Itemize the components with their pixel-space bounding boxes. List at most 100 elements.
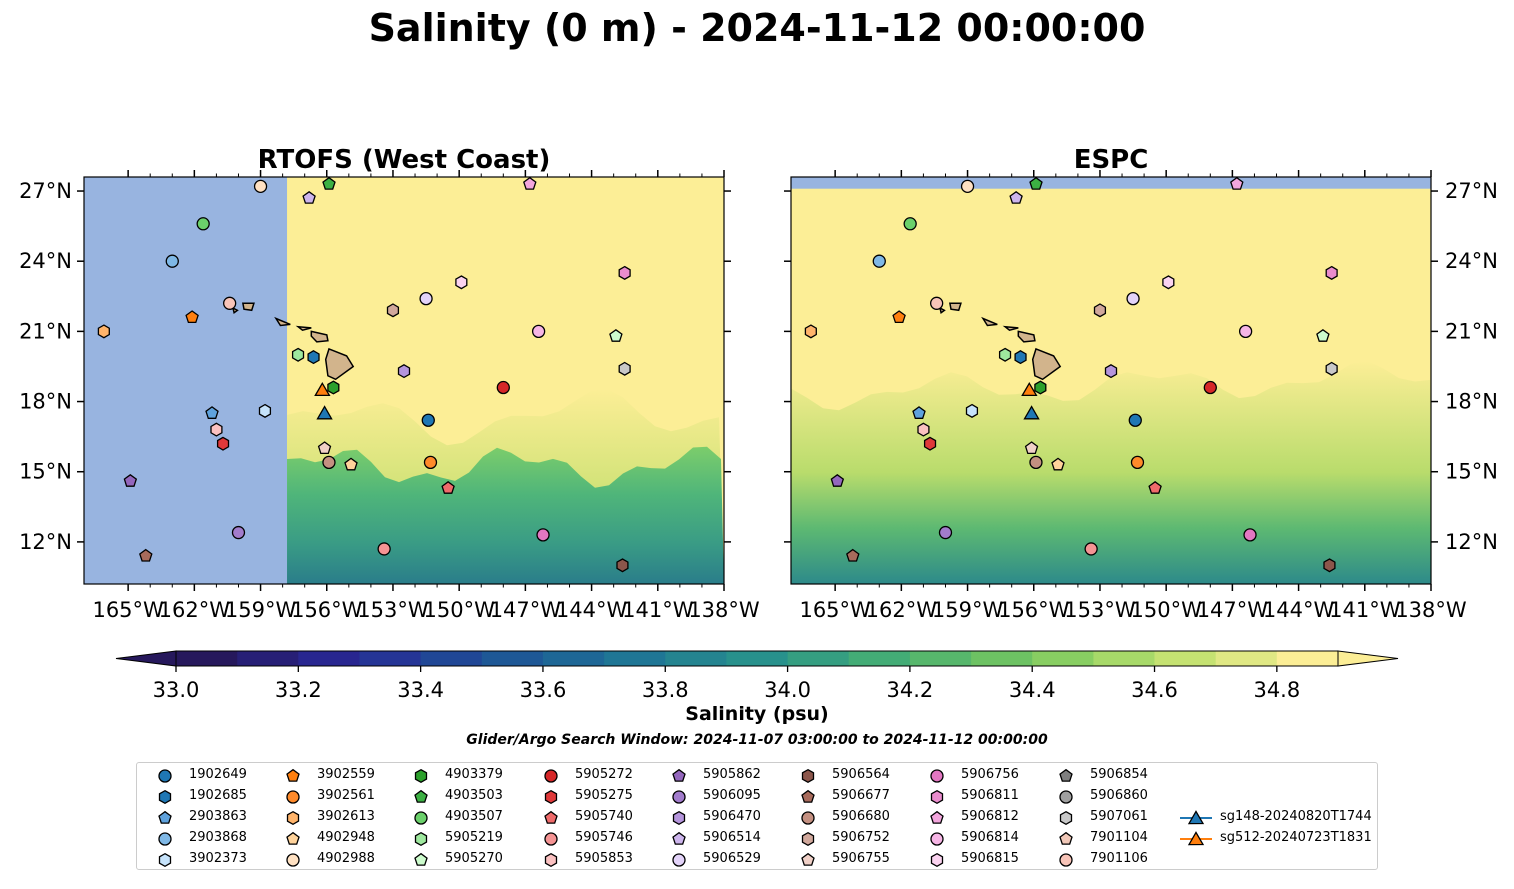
legend-label: 5905270 (445, 851, 503, 866)
marker-espc-3902613 (804, 324, 817, 339)
marker-rtofs-4903379 (327, 380, 340, 395)
marker-espc-5905746 (1084, 542, 1098, 556)
legend-marker-4903507 (414, 811, 428, 825)
colorbar-segment (971, 651, 1033, 666)
legend-label: 5906815 (961, 851, 1019, 866)
legend-marker-5905740 (544, 810, 558, 824)
legend-label: 2903863 (189, 809, 247, 824)
marker-espc-5905219 (998, 347, 1012, 362)
legend-marker-5906814 (930, 832, 944, 846)
legend-label: 5906564 (832, 767, 890, 782)
legend-marker-3902613 (286, 810, 300, 826)
espc-y-tick-label: 18°N (1445, 390, 1498, 414)
legend-marker-2903863 (158, 810, 172, 824)
legend-label: 5905219 (445, 830, 503, 845)
legend-item-4902988: 4902988 (273, 849, 473, 869)
legend-item-5906812: 5906812 (917, 807, 1117, 827)
espc-y-tick-label: 12°N (1445, 530, 1498, 554)
legend-marker-sg512-20240723T1831 (1187, 831, 1205, 846)
marker-espc-5907061 (1325, 361, 1338, 376)
legend-label: 5906812 (961, 809, 1019, 824)
rtofs-x-tick-label: 165°W (92, 598, 164, 622)
espc-map-panel: 165°W162°W159°W156°W153°W150°W147°W144°W… (784, 170, 1498, 622)
rtofs-map-panel: 165°W162°W159°W156°W153°W150°W147°W144°W… (19, 170, 760, 622)
island-5 (231, 306, 239, 314)
legend-marker-5906529 (672, 853, 686, 867)
search-window-text: Glider/Argo Search Window: 2024-11-07 03… (466, 732, 1048, 748)
legend-item-4903379: 4903379 (401, 765, 601, 785)
marker-espc-3902373 (965, 403, 979, 418)
marker-rtofs-5906812 (523, 177, 537, 190)
colorbar-segment (665, 651, 728, 666)
legend-item-3902373: 3902373 (145, 849, 345, 869)
marker-espc-5906812 (1230, 177, 1244, 190)
marker-rtofs-5906677 (139, 548, 153, 562)
marker-espc-5906680 (1029, 455, 1043, 470)
marker-rtofs-5905272 (496, 380, 510, 395)
marker-espc-sg148-20240820T1744 (1023, 405, 1040, 420)
legend-marker-4902988 (286, 853, 300, 867)
colorbar-tick-label: 33.8 (642, 678, 689, 702)
colorbar-segment (542, 651, 605, 666)
island-4 (241, 302, 255, 312)
legend-item-5905746: 5905746 (531, 828, 731, 848)
legend-item-4903507: 4903507 (401, 807, 601, 827)
figure-canvas: 165°W162°W159°W156°W153°W150°W147°W144°W… (19, 145, 1498, 702)
marker-rtofs-3902613 (97, 324, 110, 339)
legend-label: 5906529 (703, 851, 761, 866)
rtofs-x-tick-label: 153°W (357, 598, 429, 622)
legend-marker-5906680 (801, 811, 815, 825)
legend-marker-5905270 (414, 852, 428, 866)
marker-rtofs-5907061 (618, 361, 631, 376)
colorbar-segment (1215, 651, 1278, 666)
legend-marker-5905219 (414, 831, 428, 847)
marker-espc-5906095 (938, 525, 953, 540)
legend-label: 5906755 (832, 851, 890, 866)
legend-item-5905853: 5905853 (531, 849, 731, 869)
espc-x-tick-label: 162°W (866, 598, 938, 622)
legend-label: 5906752 (832, 830, 890, 845)
legend-item-3902561: 3902561 (273, 786, 473, 806)
rtofs-x-tick-label: 141°W (622, 598, 694, 622)
legend-marker-5905272 (544, 769, 558, 783)
colorbar-segment (420, 651, 483, 666)
legend-marker-5905275 (544, 789, 558, 805)
marker-espc-7901106 (930, 296, 944, 310)
legend-label: 7901104 (1090, 830, 1148, 845)
island-2 (295, 325, 312, 332)
colorbar: 33.0 33.2 33.4 33.6 33.8 34.0 34.2 34.4 34.6 34.8 (115, 650, 1399, 702)
marker-espc-sg512-20240723T1831 (1021, 382, 1038, 397)
island-2 (1002, 325, 1019, 332)
marker-rtofs-5906529 (419, 291, 433, 306)
espc-frame (790, 176, 1432, 585)
legend-label: 4903503 (445, 788, 503, 803)
colorbar-extend-min (115, 650, 177, 667)
colorbar-segment (359, 651, 422, 666)
legend-marker-5905746 (544, 832, 558, 846)
legend-item-5905275: 5905275 (531, 786, 731, 806)
legend-item-2903863: 2903863 (145, 807, 345, 827)
colorbar-tick-label: 34.2 (887, 678, 934, 702)
legend-label: 5905272 (575, 767, 633, 782)
marker-rtofs-5906514 (302, 191, 316, 204)
legend-label: 4902948 (317, 830, 375, 845)
legend-label: 5906514 (703, 830, 761, 845)
legend-marker-7901104 (1059, 831, 1073, 845)
legend-marker-4903503 (414, 789, 428, 803)
marker-espc-5906514 (1009, 191, 1023, 204)
legend-label: 5905746 (575, 830, 633, 845)
colorbar-tick-label: 33.2 (275, 678, 322, 702)
marker-espc-5906529 (1126, 291, 1140, 306)
marker-rtofs-5906095 (231, 525, 246, 540)
marker-espc-3902559 (892, 310, 906, 324)
espc-x-tick-label: 144°W (1263, 598, 1335, 622)
legend-marker-3902559 (286, 768, 300, 782)
marker-espc-1902685 (1014, 350, 1027, 365)
legend-label: 5905853 (575, 851, 633, 866)
marker-espc-5906815 (1162, 275, 1175, 290)
marker-rtofs-5905740 (441, 480, 455, 494)
colorbar-segment (237, 651, 299, 666)
rtofs-x-tick-label: 156°W (291, 598, 363, 622)
legend-label: 1902649 (189, 767, 247, 782)
legend-label: 3902613 (317, 809, 375, 824)
